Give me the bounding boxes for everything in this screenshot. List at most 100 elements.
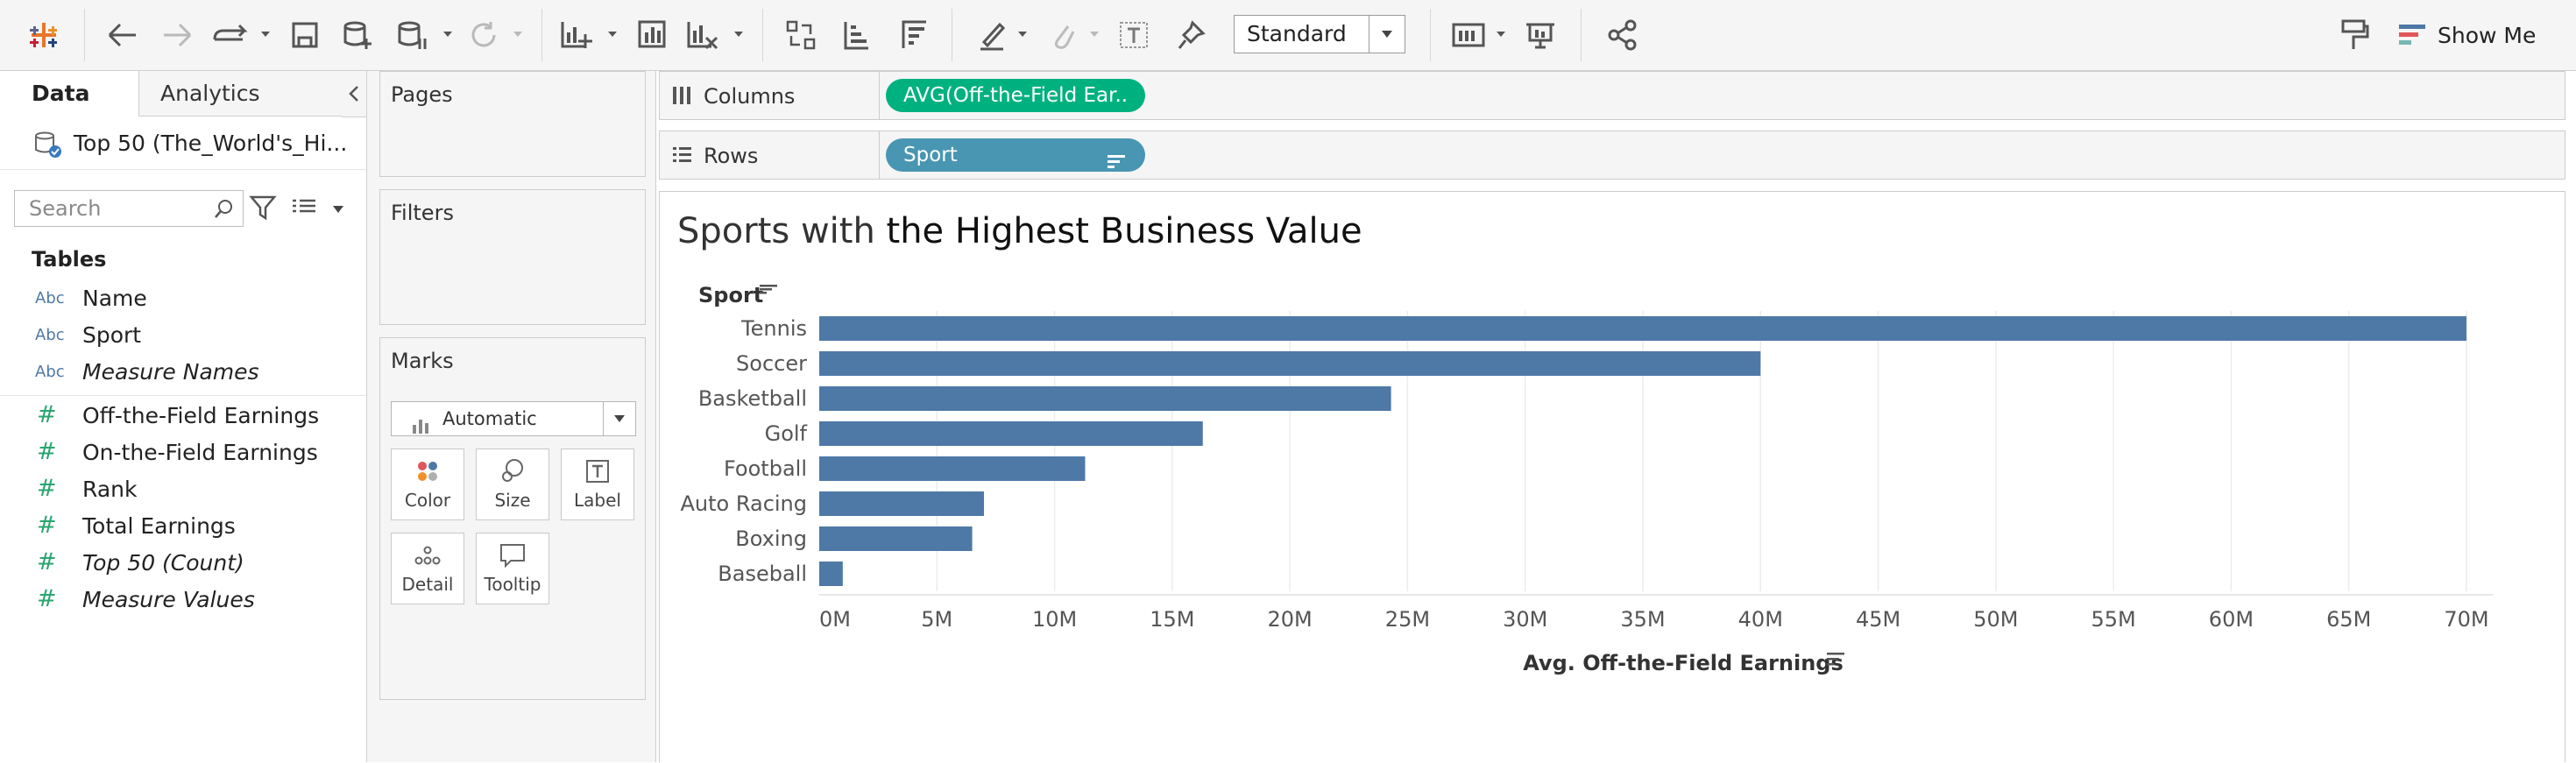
- tooltip-button[interactable]: Tooltip: [476, 533, 549, 604]
- field-item[interactable]: # Off-the-Field Earnings: [0, 399, 366, 436]
- detail-button[interactable]: Detail: [391, 533, 464, 604]
- shelves-column: Pages Filters Marks Automatic Color Size: [367, 71, 656, 762]
- x-tick-label: 20M: [1268, 607, 1313, 632]
- tooltip-label: Tooltip: [484, 574, 541, 595]
- pause-updates-icon[interactable]: [394, 11, 429, 60]
- format-painter-icon[interactable]: [2334, 11, 2373, 60]
- replay-animation-icon[interactable]: [210, 11, 254, 60]
- datasource-row[interactable]: Top 50 (The_World's_Hi...: [0, 118, 366, 170]
- mark-type-select[interactable]: Automatic: [391, 401, 636, 436]
- x-tick-label: 40M: [1738, 607, 1783, 632]
- show-me-button[interactable]: Show Me: [2397, 12, 2536, 58]
- highlight-icon[interactable]: [974, 11, 1009, 60]
- color-button[interactable]: Color: [391, 449, 464, 520]
- number-type-icon: #: [37, 475, 57, 502]
- field-item[interactable]: # Measure Values: [0, 583, 366, 620]
- show-mark-labels-icon[interactable]: [1116, 11, 1151, 60]
- sort-icon: [760, 285, 777, 294]
- chevron-down-icon[interactable]: [1018, 32, 1027, 37]
- tableau-logo-icon[interactable]: [26, 11, 61, 60]
- filters-card-title: Filters: [391, 201, 454, 225]
- field-item[interactable]: Abc Name: [0, 282, 366, 319]
- chevron-down-icon[interactable]: [1090, 32, 1099, 37]
- view-size-value: Standard: [1247, 21, 1347, 46]
- bar: [819, 526, 973, 551]
- group-members-icon[interactable]: [1046, 11, 1081, 60]
- size-button[interactable]: Size: [476, 449, 549, 520]
- x-tick-label: 55M: [2091, 607, 2136, 632]
- chevron-down-icon[interactable]: [1497, 32, 1505, 37]
- bar: [819, 456, 1086, 481]
- toolbar-separator: [1581, 9, 1582, 61]
- chevron-down-icon[interactable]: [513, 32, 522, 37]
- x-tick-label: 65M: [2326, 607, 2371, 632]
- category-label: Golf: [765, 421, 808, 446]
- redo-icon[interactable]: [158, 11, 196, 60]
- collapse-pane-button[interactable]: [342, 71, 366, 117]
- search-field[interactable]: [14, 190, 244, 227]
- marks-card: Marks Automatic Color Size Label: [379, 337, 646, 700]
- filters-card[interactable]: Filters: [379, 189, 646, 325]
- chevron-down-icon[interactable]: [603, 402, 635, 435]
- x-tick-label: 15M: [1150, 607, 1194, 632]
- category-label: Basketball: [698, 386, 807, 411]
- detail-label: Detail: [401, 574, 454, 595]
- show-cards-icon[interactable]: [1449, 11, 1488, 60]
- toolbar-separator: [84, 9, 85, 61]
- tab-analytics[interactable]: Analytics: [138, 71, 342, 117]
- field-item[interactable]: # Total Earnings: [0, 510, 366, 547]
- rows-shelf[interactable]: Rows Sport: [659, 131, 2565, 180]
- columns-label: Columns: [704, 84, 796, 109]
- refresh-icon[interactable]: [464, 11, 503, 60]
- chevron-down-icon[interactable]: [734, 32, 743, 37]
- x-tick-label: 0M: [819, 607, 851, 632]
- field-item[interactable]: # On-the-Field Earnings: [0, 436, 366, 473]
- clear-sheet-icon[interactable]: [683, 11, 722, 60]
- new-worksheet-icon[interactable]: [557, 11, 596, 60]
- rows-pill[interactable]: Sport: [886, 138, 1145, 172]
- chevron-down-icon[interactable]: [443, 32, 452, 37]
- share-icon[interactable]: [1603, 11, 1642, 60]
- sort-icon: [1107, 147, 1126, 180]
- sort-ascending-icon[interactable]: [836, 11, 874, 60]
- label-button[interactable]: Label: [561, 449, 634, 520]
- category-label: Boxing: [735, 526, 807, 551]
- string-type-icon: Abc: [35, 289, 65, 307]
- bar: [819, 351, 1761, 376]
- field-item[interactable]: Abc Sport: [0, 319, 366, 356]
- field-item[interactable]: Abc Measure Names: [0, 356, 366, 392]
- field-item[interactable]: # Rank: [0, 473, 366, 510]
- presentation-mode-icon[interactable]: [1521, 11, 1560, 60]
- viz-title: Sports with the Highest Business Value: [677, 211, 1362, 251]
- pages-card[interactable]: Pages: [379, 71, 646, 177]
- view-size-select[interactable]: Standard: [1234, 15, 1405, 53]
- tooltip-icon: [477, 540, 548, 570]
- tables-heading: Tables: [32, 247, 107, 272]
- field-name: Rank: [82, 477, 138, 502]
- search-input[interactable]: [15, 191, 208, 226]
- tab-data[interactable]: Data: [32, 81, 90, 106]
- duplicate-sheet-icon[interactable]: [633, 11, 671, 60]
- field-item[interactable]: # Top 50 (Count): [0, 547, 366, 583]
- chevron-down-icon[interactable]: [261, 32, 270, 37]
- new-datasource-icon[interactable]: [340, 11, 375, 60]
- number-type-icon: #: [37, 401, 57, 428]
- chevron-down-icon[interactable]: [608, 32, 617, 37]
- sort-descending-icon[interactable]: [894, 11, 932, 60]
- swap-rows-columns-icon[interactable]: [782, 11, 820, 60]
- view-list-icon[interactable]: [291, 195, 319, 223]
- chevron-down-icon[interactable]: [1369, 16, 1405, 53]
- filter-fields-icon[interactable]: [249, 192, 277, 227]
- fix-axes-pin-icon[interactable]: [1174, 11, 1209, 60]
- columns-shelf[interactable]: Columns AVG(Off-the-Field Ear..: [659, 71, 2565, 120]
- undo-icon[interactable]: [103, 11, 142, 60]
- save-icon[interactable]: [287, 11, 322, 60]
- chevron-down-icon[interactable]: [333, 206, 343, 213]
- columns-pill[interactable]: AVG(Off-the-Field Ear..: [886, 79, 1145, 112]
- field-name: Total Earnings: [82, 513, 236, 539]
- category-label: Tennis: [740, 316, 807, 341]
- rows-label: Rows: [704, 144, 759, 168]
- number-type-icon: #: [37, 548, 57, 576]
- rows-pill-label: Sport: [903, 144, 958, 166]
- field-name: On-the-Field Earnings: [82, 440, 318, 465]
